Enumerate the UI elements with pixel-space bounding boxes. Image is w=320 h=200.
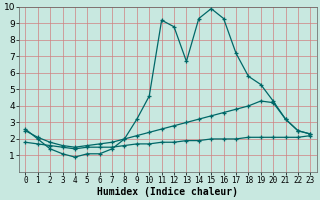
X-axis label: Humidex (Indice chaleur): Humidex (Indice chaleur) <box>97 186 238 197</box>
